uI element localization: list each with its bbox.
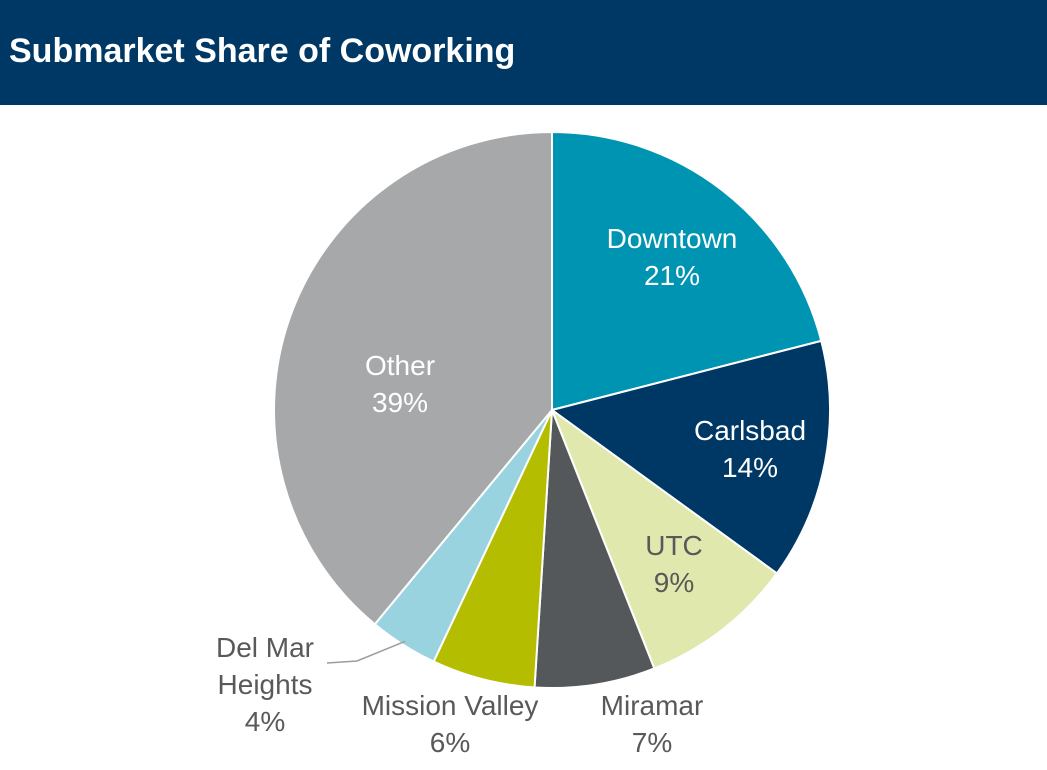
slice-name-label: Miramar <box>601 690 704 721</box>
pie-slice-miramar <box>533 409 656 689</box>
leader-line <box>326 640 406 664</box>
pie-chart: Downtown 21% Carlsbad 14% UTC 9% Miramar 7% Miss… <box>216 131 831 758</box>
slice-name-label: Heights <box>218 669 313 700</box>
pie-slice-carlsbad <box>551 339 831 575</box>
slice-labels: Downtown 21% Carlsbad 14% UTC 9% Miramar 7% Miss… <box>216 223 806 758</box>
slice-name-label: UTC <box>645 530 703 561</box>
slice-label-other: Other 39% <box>365 350 435 418</box>
pie-slices <box>273 131 831 689</box>
slice-name-label: Carlsbad <box>694 415 806 446</box>
slice-value-label: 6% <box>430 727 470 758</box>
slice-label-carlsbad: Carlsbad 14% <box>694 415 806 483</box>
slice-label-mission-valley: Mission Valley 6% <box>362 690 539 758</box>
page-title: Submarket Share of Coworking <box>9 32 516 70</box>
slice-value-label: 39% <box>372 387 428 418</box>
slice-name-label: Mission Valley <box>362 690 539 721</box>
slice-value-label: 21% <box>644 260 700 291</box>
slice-value-label: 7% <box>632 727 672 758</box>
slice-label-utc: UTC 9% <box>645 530 703 598</box>
slice-label-del-mar-heights: Del Mar Heights 4% <box>216 632 314 737</box>
slice-name-label: Downtown <box>607 223 738 254</box>
slice-label-downtown: Downtown 21% <box>607 223 738 291</box>
slice-name-label: Other <box>365 350 435 381</box>
pie-slice-utc <box>551 409 778 670</box>
pie-slice-other <box>273 131 553 626</box>
slice-value-label: 9% <box>654 567 694 598</box>
slice-label-miramar: Miramar 7% <box>601 690 704 758</box>
slice-value-label: 4% <box>245 706 285 737</box>
slice-value-label: 14% <box>722 452 778 483</box>
slice-name-label: Del Mar <box>216 632 314 663</box>
header-bar: Submarket Share of Coworking <box>0 0 1047 105</box>
pie-slice-downtown <box>551 131 823 411</box>
